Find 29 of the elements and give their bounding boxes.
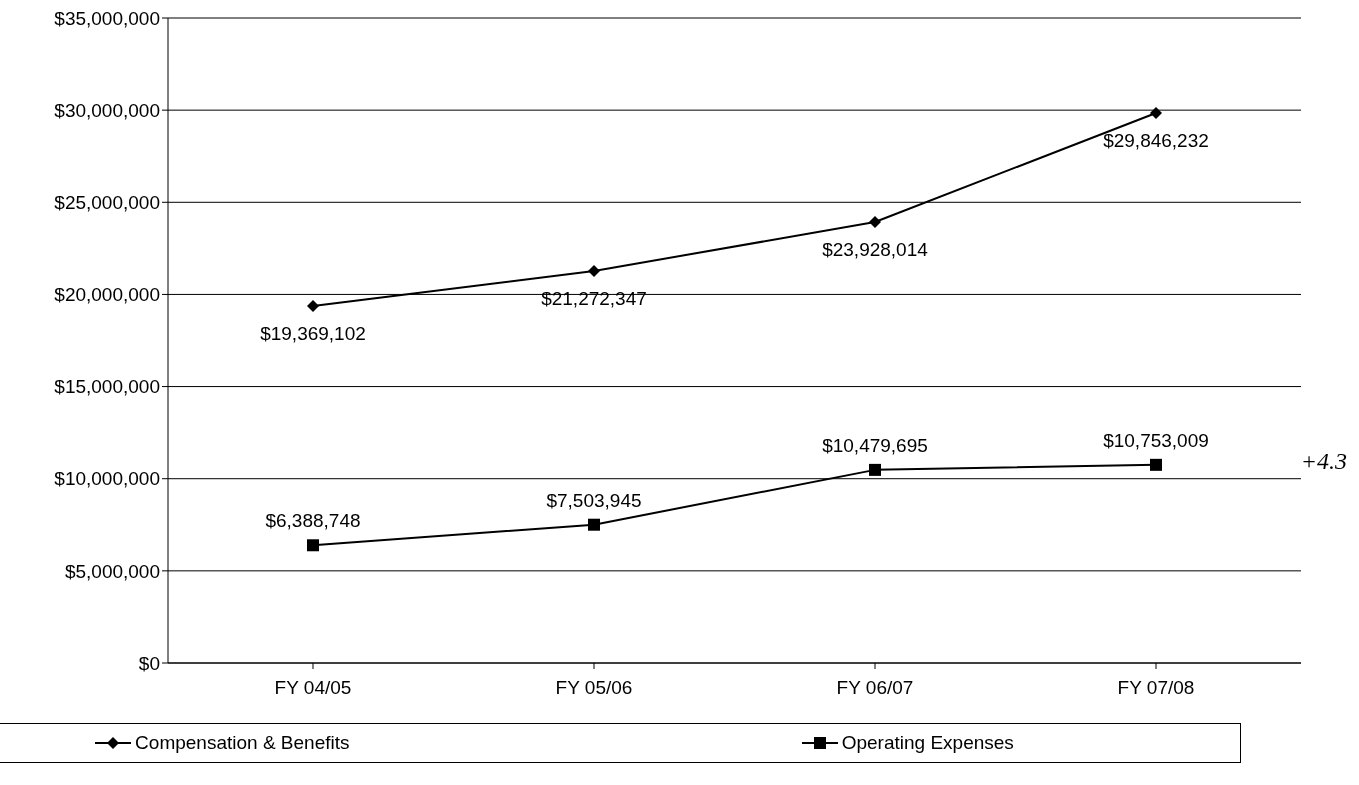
legend-label: Operating Expenses — [840, 732, 1014, 754]
point — [1150, 106, 1162, 119]
y-tick-label: $20,000,000 — [54, 284, 160, 306]
data-label: $7,503,945 — [546, 489, 642, 511]
data-label: $19,369,102 — [260, 323, 366, 345]
legend-label: Compensation & Benefits — [134, 732, 350, 754]
x-tick-label: FY 04/05 — [274, 677, 352, 699]
y-tick-label: $30,000,000 — [54, 99, 160, 121]
y-tick-label: $25,000,000 — [54, 192, 160, 214]
data-label: $10,479,695 — [822, 434, 928, 456]
data-label: $10,753,009 — [1103, 429, 1209, 451]
point — [307, 300, 319, 313]
point — [588, 264, 600, 277]
data-label: $23,928,014 — [822, 239, 929, 261]
annotation: +4.3 — [1300, 448, 1347, 475]
point — [869, 463, 881, 476]
data-label: $6,388,748 — [265, 510, 361, 532]
data-label: $29,846,232 — [1103, 129, 1209, 151]
y-tick-label: $5,000,000 — [64, 560, 160, 582]
y-tick-label: $10,000,000 — [54, 468, 160, 490]
point — [588, 518, 600, 531]
point — [1150, 458, 1162, 471]
point — [307, 539, 319, 552]
x-tick-label: FY 06/07 — [836, 677, 914, 699]
y-tick-label: $0 — [138, 652, 160, 674]
x-tick-label: FY 05/06 — [555, 677, 633, 699]
x-tick-label: FY 07/08 — [1117, 677, 1195, 699]
y-tick-label: $15,000,000 — [54, 376, 160, 398]
y-tick-label: $35,000,000 — [54, 7, 160, 29]
